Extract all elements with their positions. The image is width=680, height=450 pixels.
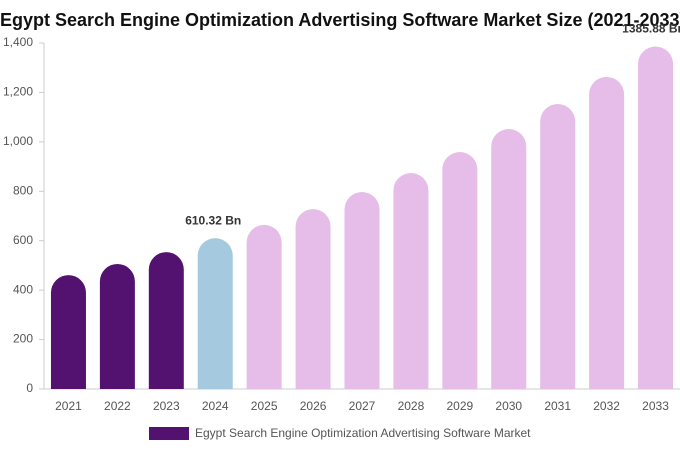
bar [295, 209, 331, 389]
bar [638, 46, 674, 390]
x-tick-label: 2023 [153, 399, 180, 413]
y-tick-label: 800 [13, 183, 33, 197]
x-tick-label: 2032 [593, 399, 620, 413]
bar [589, 76, 625, 389]
x-tick-label: 2024 [202, 399, 229, 413]
bar [344, 192, 380, 389]
bar [491, 129, 527, 389]
x-tick-label: 2029 [446, 399, 473, 413]
x-tick-label: 2026 [300, 399, 327, 413]
x-tick-label: 2030 [495, 399, 522, 413]
data-label: 1385.88 Bn [622, 22, 680, 36]
data-label: 610.32 Bn [185, 213, 241, 227]
x-tick-label: 2021 [55, 399, 82, 413]
bar [393, 172, 429, 389]
y-tick-label: 1,200 [3, 85, 33, 99]
bar [197, 238, 233, 389]
legend-swatch [149, 427, 189, 440]
bar [246, 224, 282, 389]
y-tick-label: 1,400 [3, 35, 33, 49]
bar [442, 151, 478, 389]
x-tick-label: 2027 [349, 399, 376, 413]
x-tick-label: 2033 [642, 399, 669, 413]
chart-title: Egypt Search Engine Optimization Adverti… [0, 10, 680, 30]
y-tick-label: 0 [26, 381, 33, 395]
y-tick-label: 1,000 [3, 134, 33, 148]
y-tick-label: 200 [13, 332, 33, 346]
bar [540, 104, 576, 390]
bar [50, 275, 86, 389]
bar [148, 252, 184, 389]
y-tick-label: 600 [13, 233, 33, 247]
x-tick-label: 2031 [544, 399, 571, 413]
x-tick-label: 2022 [104, 399, 131, 413]
y-tick-label: 400 [13, 282, 33, 296]
legend-label: Egypt Search Engine Optimization Adverti… [195, 426, 531, 440]
x-tick-label: 2028 [398, 399, 425, 413]
x-tick-label: 2025 [251, 399, 278, 413]
bar [99, 263, 135, 389]
